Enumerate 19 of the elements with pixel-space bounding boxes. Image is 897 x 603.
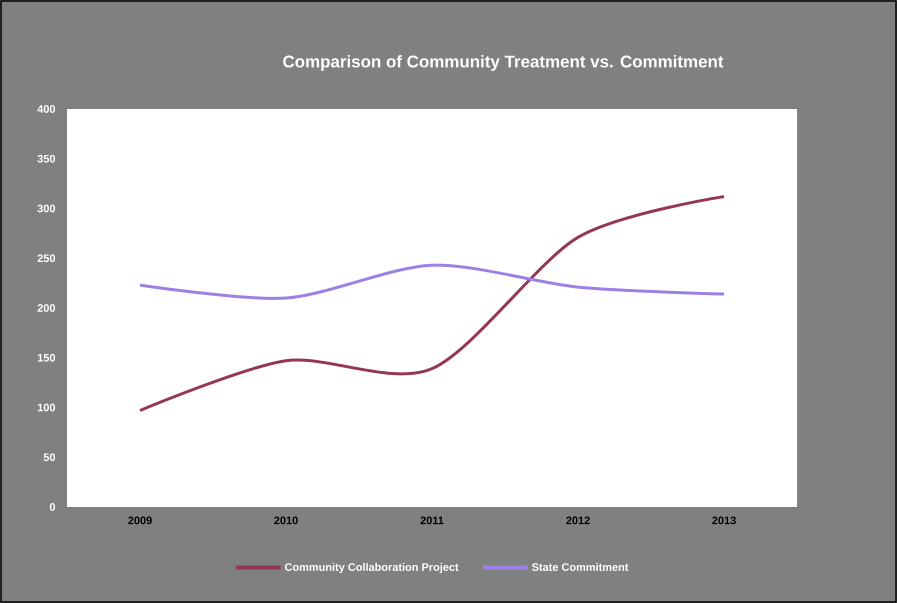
y-tick-label: 350 [37, 154, 56, 163]
x-tick-label: 2011 [420, 516, 444, 524]
legend-label: State Commitment [532, 562, 628, 571]
chart-title: Comparison of Community Treatment vs. Commitment [283, 55, 724, 71]
y-tick-label: 250 [38, 254, 56, 262]
y-tick-label: 150 [38, 354, 56, 362]
y-tick-label: 300 [37, 204, 56, 212]
x-tick-label: 2010 [274, 516, 298, 524]
y-tick-label: 50 [44, 453, 56, 462]
y-tick-label: 0 [50, 503, 56, 511]
y-tick-label: 200 [38, 304, 56, 312]
line-series [138, 264, 726, 300]
y-tick-label: 400 [37, 105, 56, 113]
x-tick-label: 2012 [566, 516, 590, 524]
x-tick-label: 2009 [128, 516, 152, 524]
legend-label: Community Collaboration Project [284, 562, 459, 574]
y-tick-label: 100 [38, 404, 56, 412]
x-tick-label: 2013 [712, 516, 736, 524]
line-series [138, 195, 726, 412]
